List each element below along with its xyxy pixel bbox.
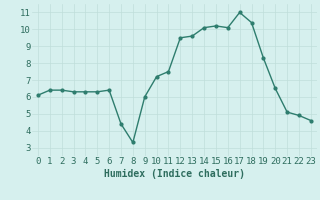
X-axis label: Humidex (Indice chaleur): Humidex (Indice chaleur) xyxy=(104,169,245,179)
